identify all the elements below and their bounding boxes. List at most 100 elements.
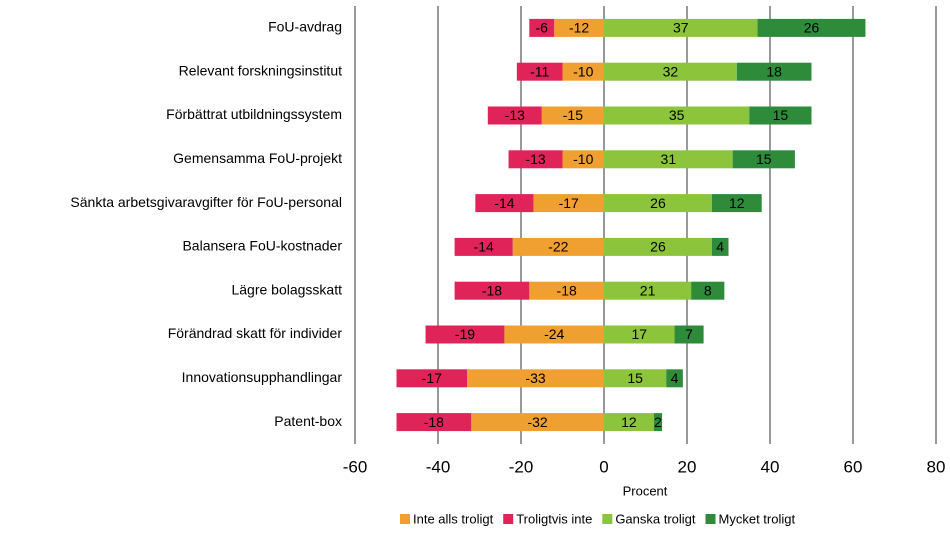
- bar-segment: [757, 18, 866, 37]
- x-tick-label: -20: [509, 457, 534, 476]
- data-label: -18: [482, 282, 502, 298]
- bar-segment: [471, 413, 604, 432]
- data-label: -13: [525, 151, 545, 167]
- data-label: -17: [422, 370, 442, 386]
- y-tick-label: Relevant forskningsinstitut: [179, 62, 343, 78]
- x-tick-label: 20: [678, 457, 697, 476]
- y-tick-label: Sänkta arbetsgivaravgifter för FoU-perso…: [70, 194, 342, 210]
- bar-segment: [732, 150, 795, 169]
- data-label: -11: [530, 63, 549, 79]
- data-label: -22: [548, 239, 568, 255]
- bar-segment: [508, 150, 563, 169]
- data-label: 15: [773, 107, 789, 123]
- bar-segment: [533, 194, 604, 213]
- data-label: -14: [494, 195, 514, 211]
- bar-segment: [396, 413, 472, 432]
- bar-segment: [604, 237, 712, 256]
- y-tick-label: Innovationsupphandlingar: [182, 369, 343, 385]
- data-label: 2: [654, 414, 662, 430]
- data-label: -19: [455, 326, 475, 342]
- data-label: 35: [669, 107, 685, 123]
- bar-segment: [749, 106, 812, 125]
- bar-segment: [529, 18, 555, 37]
- bar-segment: [504, 325, 604, 344]
- data-label: 7: [685, 326, 693, 342]
- x-tick-label: -60: [343, 457, 368, 476]
- bar-segment: [554, 18, 604, 37]
- y-tick-label: Patent-box: [274, 413, 342, 429]
- legend-swatch: [705, 514, 716, 524]
- bar-segment: [454, 281, 530, 300]
- data-label: 18: [766, 63, 782, 79]
- data-label: 26: [650, 239, 666, 255]
- data-label: -14: [474, 239, 494, 255]
- bar-segment: [604, 325, 675, 344]
- bar-segment: [674, 325, 704, 344]
- data-label: 31: [661, 151, 677, 167]
- bar-segment: [711, 194, 762, 213]
- legend-swatch: [602, 514, 613, 524]
- bar-segment: [475, 194, 534, 213]
- legend-label: Mycket troligt: [719, 511, 796, 526]
- bar-segment: [604, 150, 733, 169]
- bar-segment: [467, 369, 604, 388]
- bar-segment: [541, 106, 604, 125]
- data-label: 17: [631, 326, 647, 342]
- data-label: 15: [756, 151, 772, 167]
- bar-segment: [425, 325, 505, 344]
- data-label: 8: [704, 282, 712, 298]
- bar-segment: [711, 237, 729, 256]
- legend-label: Inte alls troligt: [413, 511, 494, 526]
- data-label: -10: [573, 63, 593, 79]
- x-tick-label: 40: [761, 457, 780, 476]
- bar-segment: [529, 281, 604, 300]
- data-label: 37: [673, 20, 689, 36]
- bar-segment: [604, 106, 750, 125]
- y-tick-label: FoU-avdrag: [268, 19, 342, 35]
- x-tick-label: 80: [927, 457, 946, 476]
- bar-segment: [604, 281, 692, 300]
- data-label: -15: [563, 107, 583, 123]
- legend-label: Ganska troligt: [615, 511, 696, 526]
- bar-segment: [562, 150, 604, 169]
- data-label: 26: [804, 20, 820, 36]
- bar-segment: [396, 369, 468, 388]
- bar-segment: [487, 106, 542, 125]
- data-label: 12: [729, 195, 745, 211]
- legend-label: Troligtvis inte: [516, 511, 592, 526]
- data-label: -18: [424, 414, 444, 430]
- y-tick-label: Lägre bolagsskatt: [231, 281, 342, 297]
- bar-segment: [666, 369, 683, 388]
- x-tick-label: 60: [844, 457, 863, 476]
- y-tick-label: Förändrad skatt för individer: [168, 325, 343, 341]
- bar-segment: [653, 413, 663, 432]
- data-label: 4: [671, 370, 679, 386]
- data-label: 26: [650, 195, 666, 211]
- bar-segment: [691, 281, 725, 300]
- data-label: -13: [505, 107, 525, 123]
- legend-swatch: [400, 514, 410, 524]
- data-label: 32: [663, 63, 679, 79]
- bar-segment: [512, 237, 604, 256]
- y-tick-label: Gemensamma FoU-projekt: [173, 150, 342, 166]
- data-label: 15: [627, 370, 643, 386]
- data-label: 21: [640, 282, 656, 298]
- data-label: -18: [557, 282, 577, 298]
- data-label: -32: [527, 414, 547, 430]
- bar-segment: [454, 237, 513, 256]
- x-tick-label: -40: [426, 457, 451, 476]
- bar-segment: [736, 62, 812, 81]
- data-label: 12: [621, 414, 637, 430]
- bar-segment: [604, 413, 654, 432]
- data-label: -17: [559, 195, 579, 211]
- y-tick-label: Balansera FoU-kostnader: [182, 238, 342, 254]
- data-label: 4: [716, 239, 724, 255]
- y-tick-label: Förbättrat utbildningssystem: [166, 106, 342, 122]
- data-label: -12: [569, 20, 589, 36]
- bar-segment: [604, 194, 712, 213]
- bar-segment: [604, 369, 667, 388]
- x-tick-label: 0: [599, 457, 608, 476]
- data-label: -10: [573, 151, 593, 167]
- bar-segment: [604, 62, 737, 81]
